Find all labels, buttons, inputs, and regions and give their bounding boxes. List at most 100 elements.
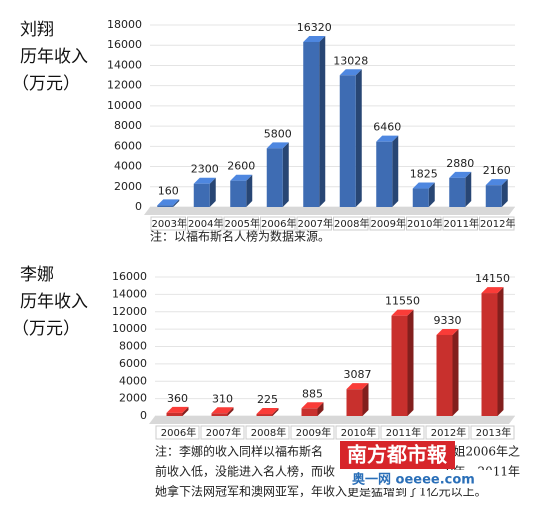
note: 前收入低，没能进入名人榜，而收 (155, 464, 335, 479)
x-tick-label: 2012年 (480, 217, 515, 230)
bar-side (173, 199, 180, 207)
x-tick-label: 2007年 (298, 217, 333, 230)
x-tick-label: 2009年 (371, 217, 406, 230)
x-tick-box (245, 425, 290, 440)
note: 注：以福布斯名人榜为数据来源。 (150, 229, 330, 244)
y-tick-label: 6000 (119, 357, 147, 370)
bar-side (355, 69, 362, 207)
bar-top (346, 383, 369, 390)
watermark-brand: 南方都市報 (347, 443, 448, 467)
floor (149, 416, 515, 424)
value-label: 160 (158, 184, 179, 197)
chart-subtitle: 历年收入 (20, 292, 88, 312)
watermark-box (340, 441, 455, 469)
bar-top (449, 171, 472, 178)
x-tick-label: 2004年 (188, 217, 223, 230)
x-tick-box (155, 425, 200, 440)
bar-side (317, 402, 324, 416)
bar (481, 293, 498, 416)
x-tick-label: 2008年 (251, 426, 286, 439)
bar (485, 185, 502, 207)
y-tick-label: 12000 (112, 305, 147, 318)
x-tick-box (296, 216, 332, 231)
x-tick-box (479, 216, 515, 231)
value-label: 3087 (344, 368, 372, 381)
bar (346, 389, 363, 416)
bar-top (339, 69, 362, 76)
bar-top (485, 179, 508, 186)
bar-side (392, 135, 399, 207)
x-tick-label: 2009年 (296, 426, 331, 439)
bar-side (362, 383, 369, 416)
x-tick-box (223, 216, 259, 231)
chart-subtitle: 历年收入 (20, 47, 88, 67)
value-label: 13028 (333, 54, 368, 67)
value-label: 6460 (373, 121, 401, 134)
bar (166, 412, 183, 416)
bar-top (412, 182, 435, 189)
x-tick-label: 2012年 (431, 426, 466, 439)
value-label: 225 (257, 393, 278, 406)
y-tick-label: 18000 (107, 18, 142, 31)
y-tick-label: 14000 (107, 58, 142, 71)
bar-top (193, 177, 216, 184)
x-tick-box (442, 216, 478, 231)
bar (412, 188, 429, 207)
bar (211, 413, 228, 416)
bar (339, 75, 356, 207)
y-tick-label: 0 (140, 409, 147, 422)
x-tick-box (406, 216, 442, 231)
x-tick-label: 2011年 (444, 217, 479, 230)
value-label: 5800 (264, 127, 292, 140)
bar (376, 141, 393, 207)
bar-top (266, 142, 289, 149)
bar-side (227, 407, 234, 416)
note: 注：李娜的收入同样以福布斯名 (155, 444, 323, 459)
x-tick-label: 2011年 (386, 426, 421, 439)
chart-title: 刘翔 (20, 20, 54, 40)
bar-side (407, 309, 414, 416)
bar (193, 183, 210, 207)
value-label: 11550 (385, 295, 420, 308)
x-tick-label: 2010年 (407, 217, 442, 230)
x-tick-box (200, 425, 245, 440)
x-tick-box (380, 425, 425, 440)
value-label: 310 (212, 392, 233, 405)
bar-top (303, 35, 326, 42)
x-tick-box (369, 216, 405, 231)
bar-top (230, 174, 253, 181)
bar (303, 41, 320, 208)
bar-side (209, 177, 216, 207)
bar-top (376, 135, 399, 142)
y-tick-label: 12000 (107, 79, 142, 92)
bar-side (282, 142, 289, 207)
bar (230, 180, 247, 207)
x-tick-label: 2006年 (261, 217, 296, 230)
y-tick-label: 0 (135, 200, 142, 213)
bar-side (465, 171, 472, 207)
bar-side (497, 287, 504, 416)
note: 姐2006年之 (453, 445, 520, 459)
bar-side (501, 179, 508, 207)
y-tick-label: 8000 (119, 340, 147, 353)
y-tick-label: 4000 (114, 160, 142, 173)
bar-side (272, 408, 279, 416)
value-label: 885 (302, 387, 323, 400)
x-tick-box (150, 216, 186, 231)
bar-top (157, 199, 180, 206)
value-label: 14150 (475, 272, 510, 285)
x-tick-box (470, 425, 515, 440)
bar-side (452, 328, 459, 416)
bar-top (481, 287, 504, 294)
bar (157, 205, 174, 207)
x-tick-box (260, 216, 296, 231)
watermark-site: 奥一网 oeeee.com (352, 472, 475, 488)
bar-top (436, 328, 459, 335)
y-tick-label: 6000 (114, 139, 142, 152)
bar-top (166, 406, 189, 413)
value-label: 2160 (483, 164, 511, 177)
x-tick-box (187, 216, 223, 231)
y-tick-label: 14000 (112, 287, 147, 300)
